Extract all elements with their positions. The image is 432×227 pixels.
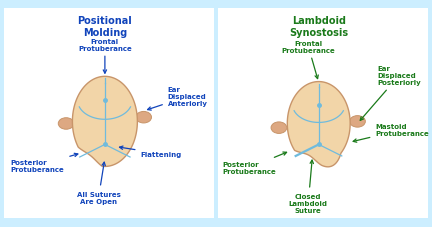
Text: Frontal
Protuberance: Frontal Protuberance: [78, 38, 132, 74]
Ellipse shape: [58, 118, 74, 130]
Ellipse shape: [349, 116, 365, 128]
Text: Posterior
Protuberance: Posterior Protuberance: [222, 152, 286, 174]
Polygon shape: [287, 82, 350, 167]
Ellipse shape: [271, 122, 287, 134]
Polygon shape: [73, 77, 137, 167]
FancyBboxPatch shape: [212, 3, 432, 224]
Text: Positional: Positional: [77, 15, 132, 25]
Text: Ear
Displaced
Anteriorly: Ear Displaced Anteriorly: [148, 87, 208, 111]
Text: Posterior
Protuberance: Posterior Protuberance: [11, 154, 78, 172]
Text: Flattening: Flattening: [120, 146, 182, 157]
Text: Synostosis: Synostosis: [289, 28, 348, 38]
Text: Ear
Displaced
Posteriorly: Ear Displaced Posteriorly: [360, 66, 421, 121]
Text: Closed
Lambdoid
Suture: Closed Lambdoid Suture: [289, 160, 328, 213]
Text: Frontal
Protuberance: Frontal Protuberance: [281, 40, 335, 79]
Text: Mastoid
Protuberance: Mastoid Protuberance: [353, 124, 429, 143]
Text: Molding: Molding: [83, 28, 127, 38]
Text: Lambdoid: Lambdoid: [292, 15, 346, 25]
Ellipse shape: [136, 112, 152, 123]
FancyBboxPatch shape: [0, 3, 220, 224]
Text: All Sutures
Are Open: All Sutures Are Open: [76, 163, 121, 204]
